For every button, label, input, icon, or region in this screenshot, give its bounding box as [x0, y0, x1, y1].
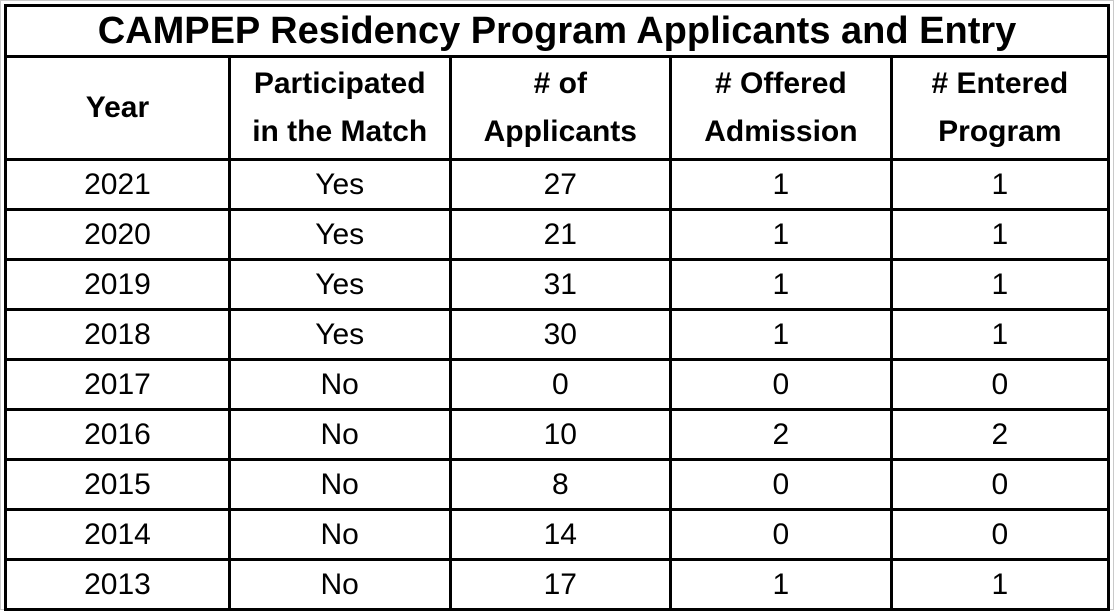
cell-offered: 1 [669, 258, 893, 311]
cell-participated: No [227, 358, 452, 411]
table-row-2016: 2016 No 10 2 2 [4, 408, 1111, 461]
cell-entered: 0 [889, 358, 1111, 411]
cell-entered: 1 [889, 258, 1111, 311]
cell-participated: Yes [227, 158, 452, 211]
cell-applicants: 31 [448, 258, 673, 311]
cell-applicants: 21 [448, 208, 673, 261]
table-row-2019: 2019 Yes 31 1 1 [4, 258, 1111, 311]
cell-participated: No [227, 408, 452, 461]
cell-entered: 1 [889, 308, 1111, 361]
col-header-num-entered-program: # Entered Program [889, 55, 1111, 161]
campep-residency-table: CAMPEP Residency Program Applicants and … [4, 4, 1111, 611]
cell-applicants: 0 [448, 358, 673, 411]
cell-applicants: 14 [448, 508, 673, 561]
col-header-num-applicants: # of Applicants [448, 55, 673, 161]
cell-year: 2015 [4, 458, 231, 511]
cell-participated: Yes [227, 208, 452, 261]
cell-entered: 2 [889, 408, 1111, 461]
cell-applicants: 30 [448, 308, 673, 361]
cell-year: 2019 [4, 258, 231, 311]
table-title: CAMPEP Residency Program Applicants and … [4, 4, 1110, 58]
col-header-year: Year [4, 55, 231, 161]
cell-year: 2020 [4, 208, 231, 261]
cell-entered: 1 [889, 158, 1111, 211]
cell-participated: Yes [227, 308, 452, 361]
cell-participated: No [227, 558, 452, 611]
table-row-2013: 2013 No 17 1 1 [4, 558, 1111, 611]
table-row-2018: 2018 Yes 30 1 1 [4, 308, 1111, 361]
table-row-2015: 2015 No 8 0 0 [4, 458, 1111, 511]
cell-offered: 0 [669, 358, 893, 411]
cell-offered: 0 [669, 508, 893, 561]
cell-offered: 1 [669, 208, 893, 261]
cell-offered: 0 [669, 458, 893, 511]
cell-year: 2013 [4, 558, 231, 611]
cell-participated: No [227, 508, 452, 561]
cell-entered: 0 [889, 458, 1111, 511]
cell-applicants: 8 [448, 458, 673, 511]
cell-entered: 0 [889, 508, 1111, 561]
col-header-num-offered-admission: # Offered Admission [669, 55, 893, 161]
col-header-participated-in-match: Participated in the Match [227, 55, 452, 161]
table-row-2017: 2017 No 0 0 0 [4, 358, 1111, 411]
cell-applicants: 10 [448, 408, 673, 461]
cell-offered: 1 [669, 558, 893, 611]
cell-year: 2021 [4, 158, 231, 211]
cell-entered: 1 [889, 208, 1111, 261]
table-row-2014: 2014 No 14 0 0 [4, 508, 1111, 561]
cell-applicants: 17 [448, 558, 673, 611]
cell-year: 2018 [4, 308, 231, 361]
cell-year: 2014 [4, 508, 231, 561]
cell-participated: No [227, 458, 452, 511]
cell-entered: 1 [889, 558, 1111, 611]
header-row: Year Participated in the Match # of Appl… [4, 55, 1111, 161]
table-row-2021: 2021 Yes 27 1 1 [4, 158, 1111, 211]
cell-year: 2017 [4, 358, 231, 411]
cell-offered: 1 [669, 308, 893, 361]
cell-offered: 1 [669, 158, 893, 211]
table-row-2020: 2020 Yes 21 1 1 [4, 208, 1111, 261]
cell-year: 2016 [4, 408, 231, 461]
cell-applicants: 27 [448, 158, 673, 211]
cell-offered: 2 [669, 408, 893, 461]
title-row: CAMPEP Residency Program Applicants and … [4, 4, 1110, 58]
cell-participated: Yes [227, 258, 452, 311]
